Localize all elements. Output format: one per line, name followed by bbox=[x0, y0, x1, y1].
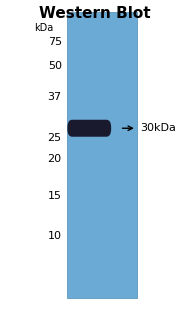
FancyBboxPatch shape bbox=[67, 120, 111, 137]
Text: 25: 25 bbox=[48, 133, 62, 142]
Text: 15: 15 bbox=[48, 191, 62, 201]
Text: Western Blot: Western Blot bbox=[39, 6, 151, 21]
Text: 75: 75 bbox=[48, 37, 62, 47]
Bar bbox=[67, 12, 137, 298]
Text: 10: 10 bbox=[48, 231, 62, 241]
Text: kDa: kDa bbox=[34, 23, 53, 33]
Text: 30kDa: 30kDa bbox=[141, 123, 177, 133]
Text: 37: 37 bbox=[48, 92, 62, 102]
Text: 20: 20 bbox=[48, 154, 62, 164]
Text: 50: 50 bbox=[48, 61, 62, 71]
